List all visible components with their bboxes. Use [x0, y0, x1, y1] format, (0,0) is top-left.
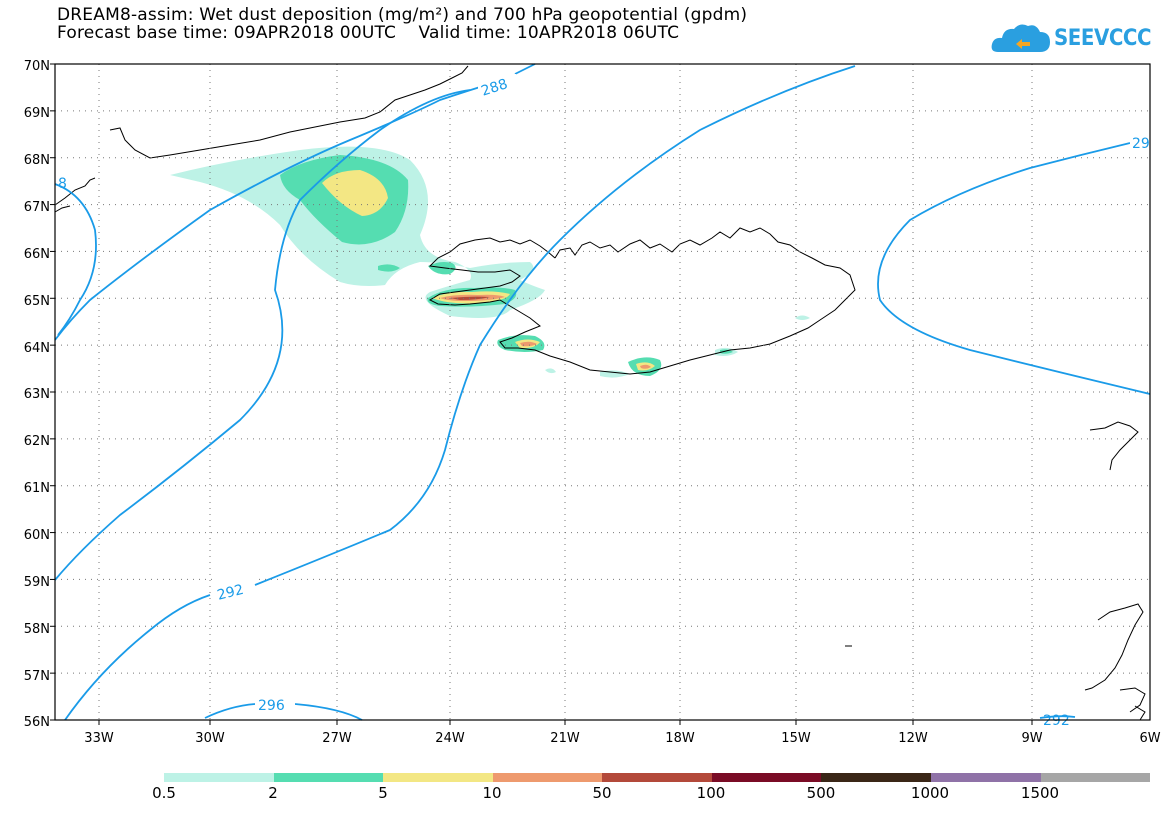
lat-label: 65N	[24, 294, 50, 309]
legend-swatch	[602, 773, 712, 782]
lat-label: 69N	[24, 106, 50, 121]
contour-label-edge: 8	[58, 176, 67, 192]
legend-label: 2	[268, 784, 278, 802]
legend-colorbar	[164, 773, 1151, 782]
lon-label: 30W	[195, 731, 225, 746]
lat-label: 66N	[24, 247, 50, 262]
legend-label: 1500	[1020, 784, 1060, 802]
lon-label: 21W	[550, 731, 580, 746]
cloud-icon	[991, 24, 1050, 52]
lat-label: 60N	[24, 528, 50, 543]
lon-label: 18W	[665, 731, 695, 746]
lat-label: 58N	[24, 622, 50, 637]
axis-ticks	[50, 63, 1033, 725]
lon-label: 9W	[1021, 731, 1042, 746]
lat-label: 64N	[24, 341, 50, 356]
legend-label: 100	[696, 784, 726, 802]
legend-label: 10	[482, 784, 502, 802]
legend-labels: 0.5 2 5 10 50 100 500 1000 1500	[0, 784, 1175, 804]
legend-label: 1000	[910, 784, 950, 802]
lon-label: 27W	[322, 731, 352, 746]
legend-label: 5	[378, 784, 388, 802]
logo-text: SEEVCCC	[1054, 26, 1152, 51]
lat-label: 67N	[24, 200, 50, 215]
lat-label: 56N	[24, 715, 50, 730]
contour-label-292: 292	[216, 582, 246, 604]
legend-swatch	[164, 773, 274, 782]
legend-swatch	[492, 773, 603, 782]
map-title: DREAM8-assim: Wet dust deposition (mg/m²…	[57, 5, 748, 25]
contour-label-29x: 29	[1132, 136, 1150, 152]
seevccc-logo: SEEVCCC	[990, 20, 1165, 60]
contour-label-292-sw: 292	[1043, 713, 1070, 729]
legend-swatch	[273, 773, 384, 782]
map-subtitle: Forecast base time: 09APR2018 00UTC Vali…	[57, 23, 680, 43]
lon-label: 15W	[781, 731, 811, 746]
contour-label-296: 296	[258, 698, 285, 714]
lat-label: 62N	[24, 434, 50, 449]
legend-swatch	[1040, 773, 1151, 782]
lat-label: 61N	[24, 481, 50, 496]
legend-swatch	[383, 773, 493, 782]
contour-labels: 288 292 296 292 29 8	[58, 74, 1152, 729]
longitude-axis: 33W 30W 27W 24W 21W 18W 15W 12W 9W 6W	[84, 731, 1160, 746]
coastline	[54, 65, 1146, 721]
legend-swatch	[930, 773, 1041, 782]
lon-label: 6W	[1139, 731, 1160, 746]
lat-lon-grid	[55, 64, 1150, 720]
latitude-axis: 70N 69N 68N 67N 66N 65N 64N 63N 62N 61N …	[24, 59, 50, 730]
lat-label: 57N	[24, 669, 50, 684]
contour-label-288: 288	[479, 76, 509, 99]
dust-deposition-field	[170, 146, 810, 378]
lon-label: 12W	[898, 731, 928, 746]
lon-label: 33W	[84, 731, 114, 746]
lat-label: 59N	[24, 575, 50, 590]
lon-label: 24W	[435, 731, 465, 746]
lat-label: 63N	[24, 387, 50, 402]
legend-label: 50	[592, 784, 612, 802]
geopotential-contours	[54, 63, 1151, 721]
legend-label: 500	[806, 784, 836, 802]
legend-swatch	[711, 773, 822, 782]
legend-swatch	[821, 773, 931, 782]
lat-label: 70N	[24, 59, 50, 74]
legend-label: 0.5	[152, 784, 176, 802]
lat-label: 68N	[24, 153, 50, 168]
